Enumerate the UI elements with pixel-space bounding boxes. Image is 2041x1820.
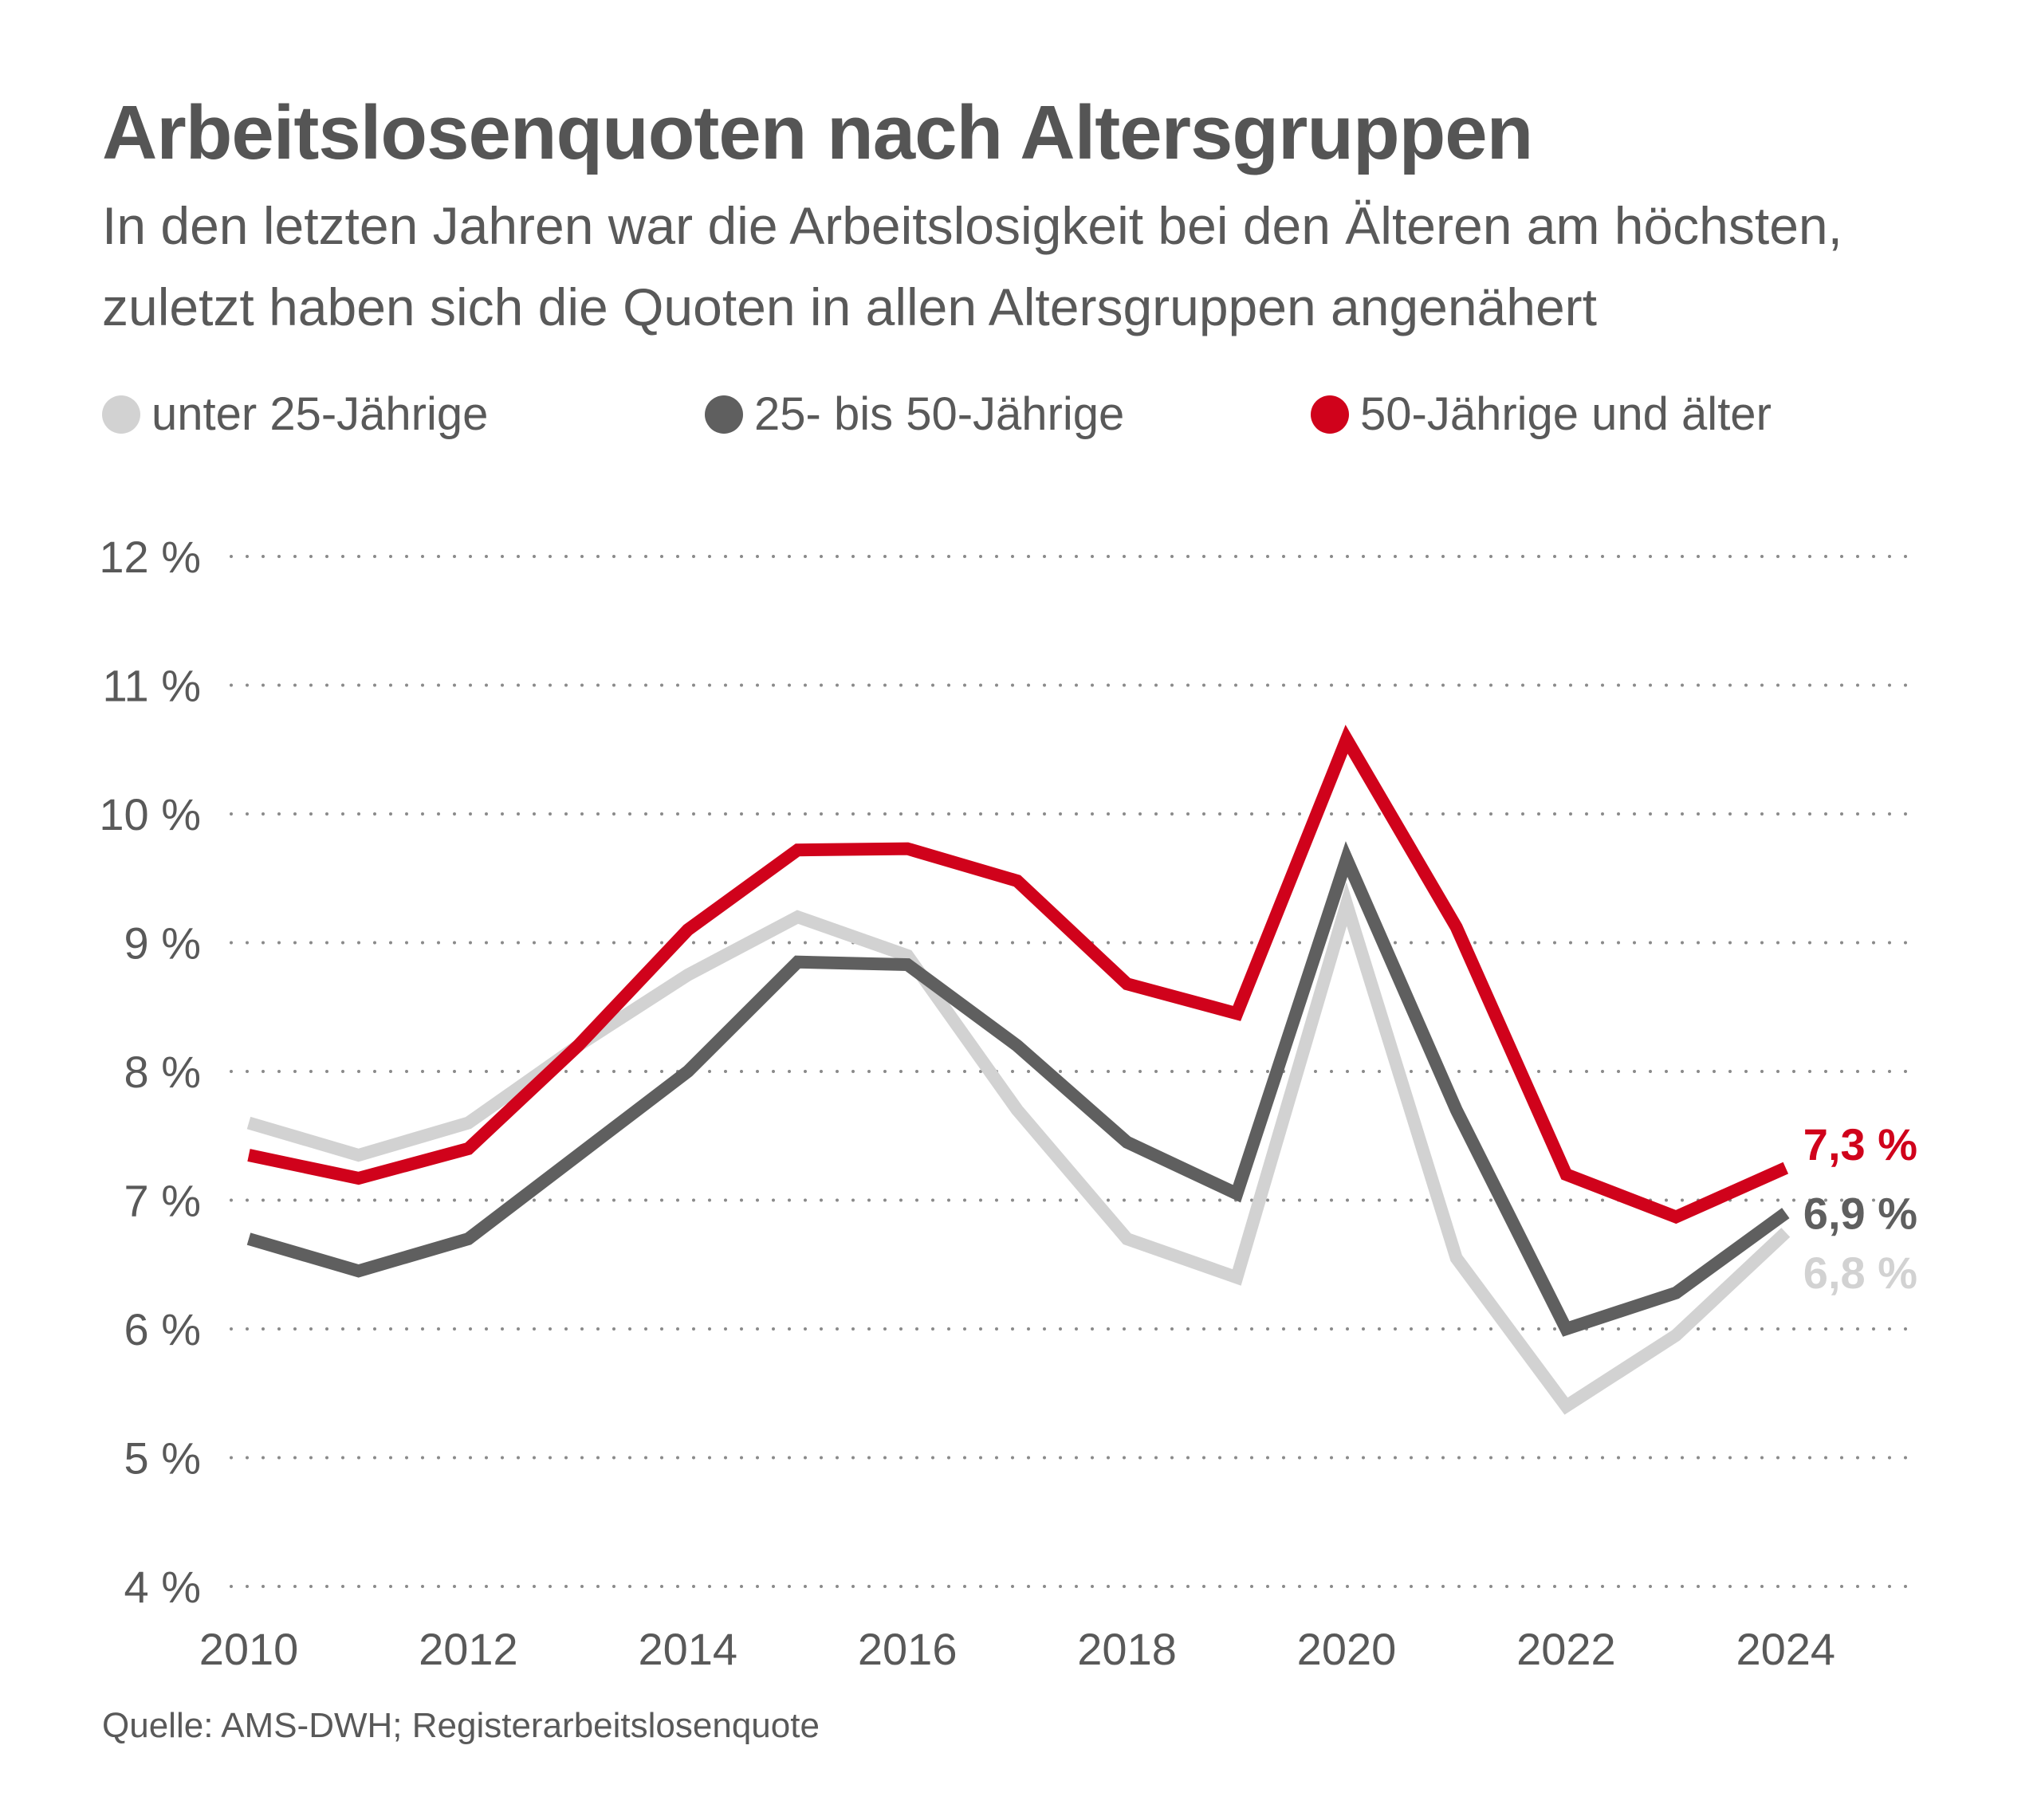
y-axis-ticks: 12 % 11 % 10 % 9 % 8 % 7 % 6 % 5 % 4 % xyxy=(99,532,201,1612)
legend-item-under-25: unter 25-Jährige xyxy=(102,387,488,441)
y-tick-label-11: 11 % xyxy=(103,661,201,711)
legend-label-under-25: unter 25-Jährige xyxy=(151,388,489,440)
y-tick-label-10: 10 % xyxy=(99,789,201,839)
gridlines xyxy=(230,555,1919,1588)
y-tick-label-9: 9 % xyxy=(124,918,202,969)
legend: unter 25-Jährige 25- bis 50-Jährige 50-J… xyxy=(102,387,1960,451)
legend-swatch-under-25 xyxy=(102,395,140,434)
chart-title: Arbeitslosenquoten nach Altersgruppen xyxy=(102,90,1533,175)
y-tick-label-6: 6 % xyxy=(124,1304,202,1354)
x-tick-label-2016: 2016 xyxy=(858,1624,958,1674)
x-tick-label-2010: 2010 xyxy=(199,1624,299,1674)
x-tick-label-2022: 2022 xyxy=(1516,1624,1616,1674)
x-tick-label-2018: 2018 xyxy=(1077,1624,1177,1674)
x-axis-ticks: 2010 2012 2014 2016 2018 2020 2022 2024 xyxy=(199,1624,1835,1674)
legend-label-25-to-50: 25- bis 50-Jährige xyxy=(754,388,1125,440)
x-tick-label-2020: 2020 xyxy=(1297,1624,1397,1674)
x-tick-label-2014: 2014 xyxy=(639,1624,738,1674)
source-note: Quelle: AMS-DWH; Registerarbeitslosenquo… xyxy=(102,1706,820,1745)
series-line-50-j-hrige-und-lter xyxy=(247,725,1789,1224)
series-line-25-bis-50-j-hrige xyxy=(246,841,1790,1337)
x-tick-label-2024: 2024 xyxy=(1736,1624,1835,1674)
end-label-unter-25-j-hrige: 6,8 % xyxy=(1803,1248,1917,1298)
end-label-25-bis-50-j-hrige: 6,9 % xyxy=(1803,1189,1917,1239)
y-tick-label-5: 5 % xyxy=(124,1433,202,1484)
legend-item-25-to-50: 25- bis 50-Jährige xyxy=(705,387,1124,441)
y-tick-label-7: 7 % xyxy=(124,1176,202,1226)
y-tick-label-12: 12 % xyxy=(99,532,201,582)
legend-swatch-25-to-50 xyxy=(705,395,743,434)
end-labels: 6,8 % 6,9 % 7,3 % xyxy=(1803,1119,1917,1298)
end-label-50-j-hrige-und-lter: 7,3 % xyxy=(1803,1119,1917,1169)
legend-label-50-plus: 50-Jährige und älter xyxy=(1360,388,1772,440)
chart-subtitle: In den letzten Jahren war die Arbeitslos… xyxy=(102,196,1842,336)
legend-item-50-plus: 50-Jährige und älter xyxy=(1311,387,1772,441)
y-tick-label-8: 8 % xyxy=(124,1047,202,1097)
series-lines xyxy=(246,725,1791,1415)
x-tick-label-2012: 2012 xyxy=(419,1624,518,1674)
y-tick-label-4: 4 % xyxy=(124,1562,202,1612)
legend-swatch-50-plus xyxy=(1311,395,1349,434)
series-line-unter-25-j-hrige xyxy=(246,882,1791,1415)
